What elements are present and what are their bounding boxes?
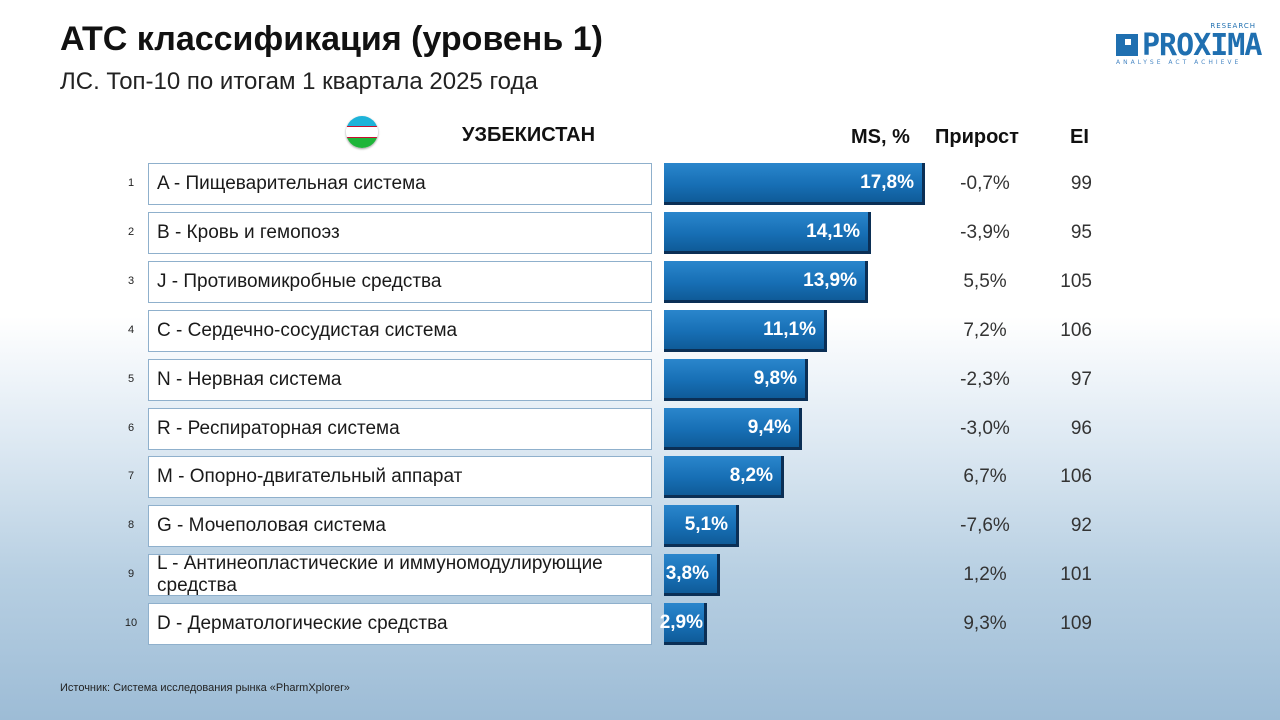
row-rank: 6 xyxy=(127,422,135,434)
logo-wordmark: PROXIMA xyxy=(1142,28,1262,63)
ei-value: 109 xyxy=(1060,613,1092,634)
growth-value: 5,5% xyxy=(963,271,1007,292)
row-rank: 10 xyxy=(124,617,138,629)
growth-value: -7,6% xyxy=(960,515,1010,536)
growth-value: -3,9% xyxy=(960,222,1010,243)
ms-value-label: 17,8% xyxy=(860,171,914,193)
row-rank: 3 xyxy=(127,275,135,287)
ei-value: 99 xyxy=(1070,173,1092,194)
row-rank: 9 xyxy=(127,568,135,580)
ms-bar: 3,8% xyxy=(664,554,720,596)
growth-value: -0,7% xyxy=(960,173,1010,194)
ei-value: 95 xyxy=(1070,222,1092,243)
ms-bar: 5,1% xyxy=(664,505,739,547)
category-label: J - Противомикробные средства xyxy=(157,271,442,292)
category-label-box: A - Пищеварительная система xyxy=(148,163,652,205)
ms-bar: 17,8% xyxy=(664,163,925,205)
ms-bar: 9,8% xyxy=(664,359,808,401)
growth-value: 1,2% xyxy=(963,564,1007,585)
logo-tagline: ANALYSE ACT ACHIEVE xyxy=(1116,59,1242,66)
uzbekistan-flag-icon xyxy=(346,116,378,148)
category-label-box: L - Антинеопластические и иммуномодулиру… xyxy=(148,553,652,596)
ms-value-label: 14,1% xyxy=(806,220,860,242)
ms-bar: 11,1% xyxy=(664,310,827,352)
category-label-box: G - Мочеполовая система xyxy=(148,505,652,547)
growth-value: 6,7% xyxy=(963,466,1007,487)
ms-value-label: 5,1% xyxy=(684,513,728,535)
ms-bar: 13,9% xyxy=(664,261,868,303)
growth-value: 7,2% xyxy=(963,320,1007,341)
growth-value: -3,0% xyxy=(960,418,1010,439)
growth-value: 9,3% xyxy=(963,613,1007,634)
category-label: G - Мочеполовая система xyxy=(157,515,386,536)
ei-value: 101 xyxy=(1060,564,1092,585)
ms-value-label: 9,4% xyxy=(747,416,791,438)
growth-value: -2,3% xyxy=(960,369,1010,390)
category-label: R - Респираторная система xyxy=(157,418,400,439)
row-rank: 1 xyxy=(127,177,135,189)
ms-value-label: 3,8% xyxy=(665,562,709,584)
row-rank: 5 xyxy=(127,373,135,385)
column-header-growth: Прирост xyxy=(935,126,1019,148)
ei-value: 97 xyxy=(1070,369,1092,390)
ms-value-label: 13,9% xyxy=(803,269,857,291)
category-label: N - Нервная система xyxy=(157,369,342,390)
row-rank: 8 xyxy=(127,519,135,531)
category-label-box: N - Нервная система xyxy=(148,359,652,401)
ms-value-label: 2,9% xyxy=(659,611,703,633)
logo-square-icon xyxy=(1116,34,1138,56)
category-label-box: J - Противомикробные средства xyxy=(148,261,652,303)
row-rank: 4 xyxy=(127,324,135,336)
category-label-box: R - Респираторная система xyxy=(148,408,652,450)
proxima-logo: RESEARCH PROXIMA ANALYSE ACT ACHIEVE xyxy=(1114,22,1262,68)
ms-bar: 8,2% xyxy=(664,456,784,498)
ei-value: 92 xyxy=(1070,515,1092,536)
country-name: УЗБЕКИСТАН xyxy=(462,124,596,146)
category-label-box: M - Опорно-двигательный аппарат xyxy=(148,456,652,498)
category-label: C - Сердечно-сосудистая система xyxy=(157,320,458,341)
category-label-box: B - Кровь и гемопоэз xyxy=(148,212,652,254)
page-title: ATC классификация (уровень 1) xyxy=(60,20,603,58)
row-rank: 7 xyxy=(127,470,135,482)
logo-research-text: RESEARCH xyxy=(1210,22,1256,30)
ei-value: 105 xyxy=(1060,271,1092,292)
source-note: Источник: Система исследования рынка «Ph… xyxy=(60,682,350,694)
column-header-ms: MS, % xyxy=(851,126,910,148)
ms-value-label: 8,2% xyxy=(729,464,773,486)
column-header-ei: EI xyxy=(1070,126,1089,148)
category-label-box: D - Дерматологические средства xyxy=(148,603,652,645)
ms-bar: 9,4% xyxy=(664,408,802,450)
ms-value-label: 11,1% xyxy=(763,318,816,340)
ms-bar: 2,9% xyxy=(660,603,707,645)
page-subtitle: ЛС. Топ-10 по итогам 1 квартала 2025 год… xyxy=(60,68,538,95)
ei-value: 96 xyxy=(1070,418,1092,439)
row-rank: 2 xyxy=(127,226,135,238)
ei-value: 106 xyxy=(1060,320,1092,341)
category-label: D - Дерматологические средства xyxy=(157,613,448,634)
category-label-box: C - Сердечно-сосудистая система xyxy=(148,310,652,352)
ms-bar: 14,1% xyxy=(664,212,871,254)
category-label: L - Антинеопластические и иммуномодулиру… xyxy=(157,553,603,596)
category-label: B - Кровь и гемопоэз xyxy=(157,222,340,243)
category-label: A - Пищеварительная система xyxy=(157,173,426,194)
ms-value-label: 9,8% xyxy=(753,367,797,389)
category-label: M - Опорно-двигательный аппарат xyxy=(157,466,463,487)
ei-value: 106 xyxy=(1060,466,1092,487)
